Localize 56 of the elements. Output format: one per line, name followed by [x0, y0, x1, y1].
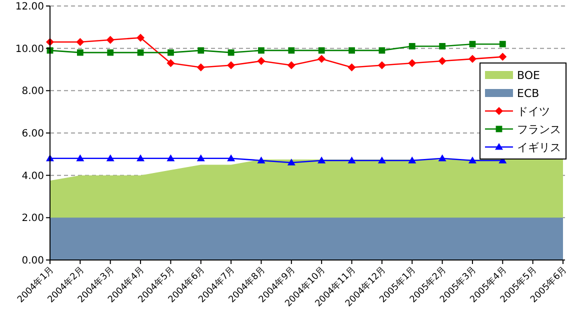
point	[348, 47, 355, 54]
point	[258, 47, 264, 54]
point	[137, 49, 144, 56]
point	[378, 156, 386, 164]
point	[348, 156, 356, 164]
point	[288, 47, 295, 54]
point	[468, 156, 476, 164]
legend-label: ドイツ	[517, 104, 550, 118]
point	[168, 49, 174, 56]
legend-label: イギリス	[517, 140, 561, 154]
y-tick-label: 12.00	[15, 2, 44, 12]
point	[439, 43, 446, 50]
point	[76, 49, 84, 56]
point	[318, 156, 326, 164]
legend-label: フランス	[517, 122, 561, 136]
point	[438, 57, 446, 66]
point	[257, 57, 266, 66]
point	[227, 61, 236, 70]
legend-label: BOE	[517, 68, 540, 82]
point	[498, 52, 507, 61]
point	[227, 154, 236, 162]
point	[318, 47, 325, 54]
y-tick-label: 0.00	[22, 256, 44, 266]
point	[378, 47, 386, 54]
point	[378, 61, 386, 70]
y-tick-label: 4.00	[22, 170, 44, 182]
point	[106, 154, 114, 162]
point	[408, 43, 416, 50]
point	[318, 54, 326, 63]
point	[257, 156, 266, 164]
point	[136, 154, 145, 162]
y-tick-label: 6.00	[22, 128, 44, 140]
point	[196, 63, 205, 72]
point	[499, 40, 506, 48]
y-tick-label: 8.00	[22, 86, 44, 98]
point	[166, 59, 175, 68]
y-tick-label: 2.00	[22, 213, 44, 224]
point	[228, 49, 234, 56]
point	[136, 34, 145, 42]
point	[196, 154, 205, 162]
point	[107, 49, 114, 56]
point	[166, 154, 175, 162]
y-tick-label: 10.00	[15, 44, 44, 55]
point	[76, 38, 84, 46]
point	[348, 63, 356, 72]
legend-label: ECB	[517, 86, 540, 100]
point	[408, 156, 416, 164]
point	[468, 54, 476, 63]
point	[438, 154, 446, 162]
point	[469, 40, 476, 48]
point	[287, 158, 296, 166]
point	[198, 47, 204, 54]
point	[76, 154, 84, 162]
point	[106, 36, 114, 44]
point	[408, 59, 416, 68]
point	[287, 61, 296, 70]
